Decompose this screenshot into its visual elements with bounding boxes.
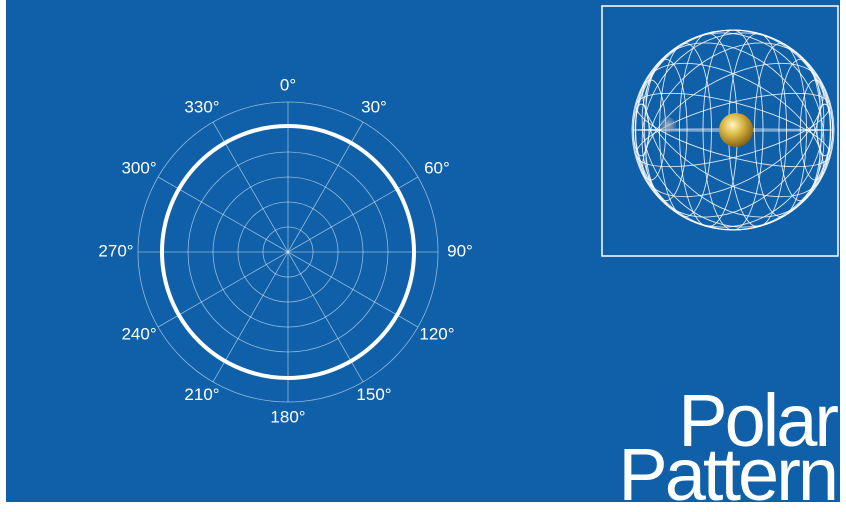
latitude-line — [816, 103, 833, 157]
meridian-line — [642, 62, 824, 198]
capsule — [719, 113, 753, 147]
angle-label: 270° — [98, 241, 133, 260]
angle-label: 180° — [270, 407, 305, 426]
inset-frame — [601, 5, 839, 257]
title-line: Polar — [678, 379, 838, 462]
angle-label: 240° — [121, 324, 156, 343]
latitude-line — [778, 58, 822, 202]
polar-plot: 0° 30° 60° 90° 120° 150° 180° 210° 240° 270° 300° 3… — [98, 75, 472, 426]
meridian-line — [641, 32, 825, 228]
angle-label: 330° — [184, 98, 219, 117]
meridian-line — [645, 42, 821, 218]
meridian-line — [634, 29, 832, 231]
angle-label: 90° — [447, 241, 473, 260]
angle-label: 150° — [356, 385, 391, 404]
angle-label: 120° — [419, 324, 454, 343]
angle-label: 30° — [361, 98, 387, 117]
meridian-line — [645, 42, 821, 218]
latitude-line — [633, 103, 650, 157]
meridian-line — [642, 62, 824, 198]
background — [6, 0, 840, 502]
rear-capsule — [660, 117, 676, 133]
meridian-line — [634, 29, 832, 231]
sphere-wireframe — [631, 29, 835, 231]
latitude-line — [644, 58, 688, 202]
pattern-curve — [160, 124, 416, 380]
angle-label: 60° — [424, 158, 450, 177]
meridian-line — [635, 92, 831, 168]
meridian-line — [635, 92, 831, 168]
angle-label: 210° — [184, 385, 219, 404]
title-line: Pattern — [618, 433, 836, 512]
angle-label: 300° — [121, 158, 156, 177]
angle-label: 0° — [280, 75, 296, 94]
